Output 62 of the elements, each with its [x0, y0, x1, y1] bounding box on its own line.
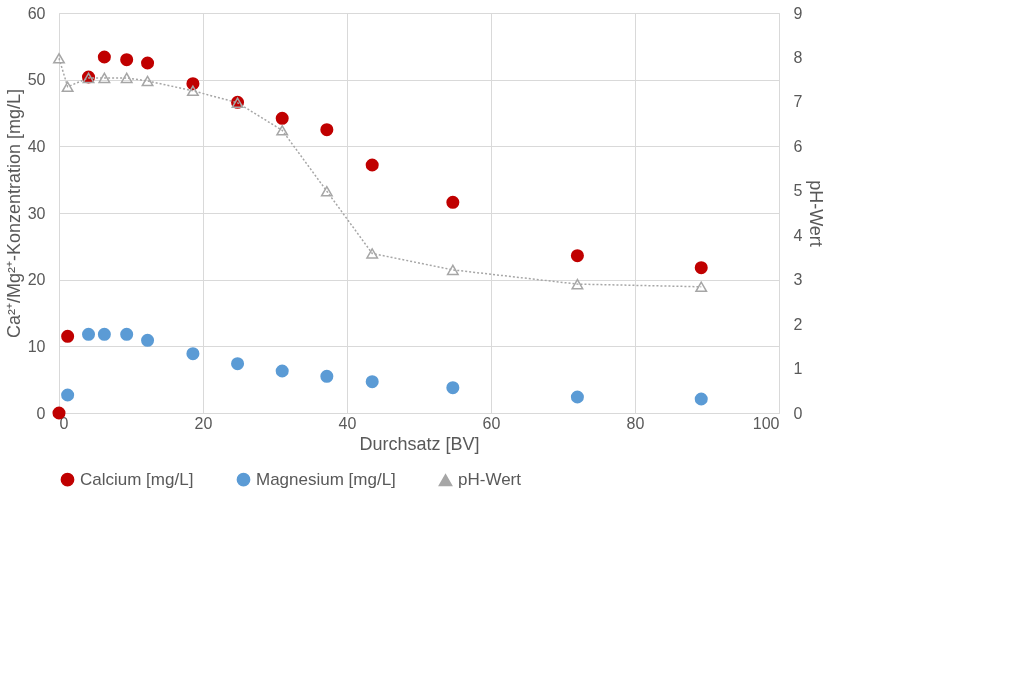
y2-tick-label: 2	[793, 315, 803, 333]
y2-tick-label: 6	[793, 137, 803, 155]
point	[694, 392, 708, 406]
legend-label: Magnesium [mg/L]	[256, 469, 396, 489]
point	[366, 248, 379, 259]
y2-tick-label: 9	[793, 4, 803, 22]
x-tick-label: 20	[194, 414, 213, 432]
point	[141, 333, 155, 347]
point	[365, 375, 379, 389]
y2-tick-label: 4	[793, 226, 803, 244]
point	[446, 381, 460, 395]
x-tick-label: 100	[752, 414, 780, 432]
point	[186, 347, 200, 361]
legend-label: Calcium [mg/L]	[80, 469, 194, 489]
point	[276, 125, 289, 136]
y2-tick-label: 5	[793, 182, 803, 200]
point	[186, 85, 199, 97]
point	[120, 327, 134, 341]
y-tick-label: 60	[27, 4, 46, 22]
point	[446, 195, 460, 209]
point	[571, 278, 584, 290]
y2-axis-title: pH-Wert	[806, 180, 827, 247]
y-tick-label: 40	[27, 137, 46, 155]
point	[61, 329, 75, 343]
point	[275, 364, 289, 378]
point	[365, 158, 379, 172]
point	[320, 123, 334, 137]
point	[141, 75, 154, 87]
point	[82, 327, 96, 341]
point	[320, 185, 333, 197]
point	[275, 111, 289, 125]
point	[61, 388, 75, 402]
x-tick-label: 40	[338, 414, 357, 432]
y-tick-label: 50	[27, 71, 46, 89]
legend-label: pH-Wert	[458, 470, 522, 490]
y-axis-title: Ca²⁺/Mg²⁺-Konzentration [mg/L]	[3, 88, 24, 339]
point	[320, 369, 334, 383]
x-tick-label: 0	[59, 414, 69, 432]
y-tick-label: 30	[27, 204, 46, 222]
point	[97, 327, 111, 341]
y-tick-label: 10	[27, 337, 46, 355]
point	[570, 249, 584, 263]
x-tick-label: 80	[626, 414, 645, 432]
y2-tick-label: 1	[793, 360, 803, 378]
point	[231, 357, 245, 371]
point	[97, 50, 111, 64]
point	[694, 261, 708, 275]
point	[61, 81, 74, 93]
point	[570, 390, 584, 404]
point	[446, 264, 459, 276]
point	[120, 53, 134, 67]
y-tick-label: 20	[27, 271, 46, 289]
point	[695, 281, 708, 293]
point	[141, 56, 155, 70]
x-tick-label: 60	[482, 414, 501, 432]
y2-tick-label: 8	[793, 48, 803, 66]
y2-tick-label: 7	[793, 93, 803, 111]
point	[98, 72, 111, 84]
x-axis-title: Durchsatz [BV]	[359, 433, 480, 454]
point	[120, 72, 133, 84]
point	[53, 53, 65, 64]
y2-tick-label: 3	[793, 271, 803, 289]
